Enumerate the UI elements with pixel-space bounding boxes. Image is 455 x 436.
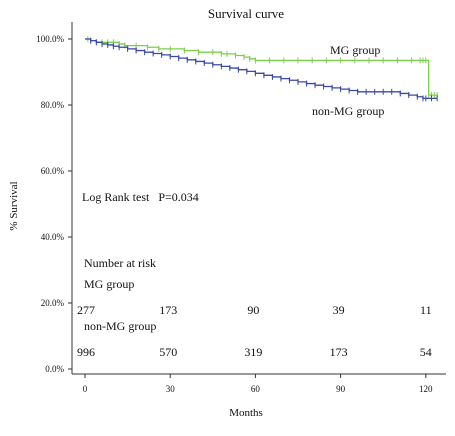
risk-count-non-mg: 54 [420, 345, 432, 359]
risk-count-non-mg: 319 [244, 345, 262, 359]
x-tick-label: 60 [251, 384, 261, 394]
risk-table-title: Number at risk [84, 256, 156, 270]
x-tick-label: 0 [83, 384, 88, 394]
risk-count-mg: 11 [420, 303, 432, 317]
x-tick-label: 30 [166, 384, 176, 394]
risk-count-mg: 173 [159, 303, 177, 317]
risk-group-label-non-mg: non-MG group [84, 319, 156, 333]
y-tick-label: 0.0% [45, 364, 64, 374]
x-tick-label: 120 [419, 384, 433, 394]
risk-count-non-mg: 996 [77, 345, 95, 359]
y-tick-label: 80.0% [41, 100, 65, 110]
x-axis-title: Months [229, 407, 263, 419]
non-mg-group-label: non-MG group [312, 104, 384, 118]
series-layer [85, 36, 438, 102]
risk-count-non-mg: 173 [330, 345, 348, 359]
x-ticks: 0 30 60 90 120 [83, 374, 433, 394]
risk-count-mg: 277 [77, 303, 95, 317]
y-tick-label: 100.0% [36, 34, 64, 44]
risk-count-mg: 39 [333, 303, 345, 317]
non-mg-group-curve [85, 38, 438, 100]
chart-title: Survival curve [208, 6, 284, 21]
mg-group-curve [85, 38, 438, 96]
risk-group-label-mg: MG group [84, 277, 134, 291]
y-ticks: 0.0% 20.0% 40.0% 60.0% 80.0% 100.0% [36, 34, 72, 374]
y-tick-label: 40.0% [41, 232, 65, 242]
y-tick-label: 60.0% [41, 166, 65, 176]
risk-count-mg: 90 [247, 303, 259, 317]
log-rank-text: Log Rank test P=0.034 [82, 190, 199, 204]
mg-group-label: MG group [330, 43, 380, 57]
x-tick-label: 90 [336, 384, 346, 394]
y-tick-label: 20.0% [41, 298, 65, 308]
risk-counts: 277 173 90 39 11 996 570 319 173 54 [77, 303, 432, 359]
y-axis-title: % Survival [8, 181, 20, 230]
plot-area: 0 30 60 90 120 0.0% 20.0% 40.0% 60.0% 80.0% 100.0… [36, 22, 446, 394]
risk-count-non-mg: 570 [159, 345, 177, 359]
